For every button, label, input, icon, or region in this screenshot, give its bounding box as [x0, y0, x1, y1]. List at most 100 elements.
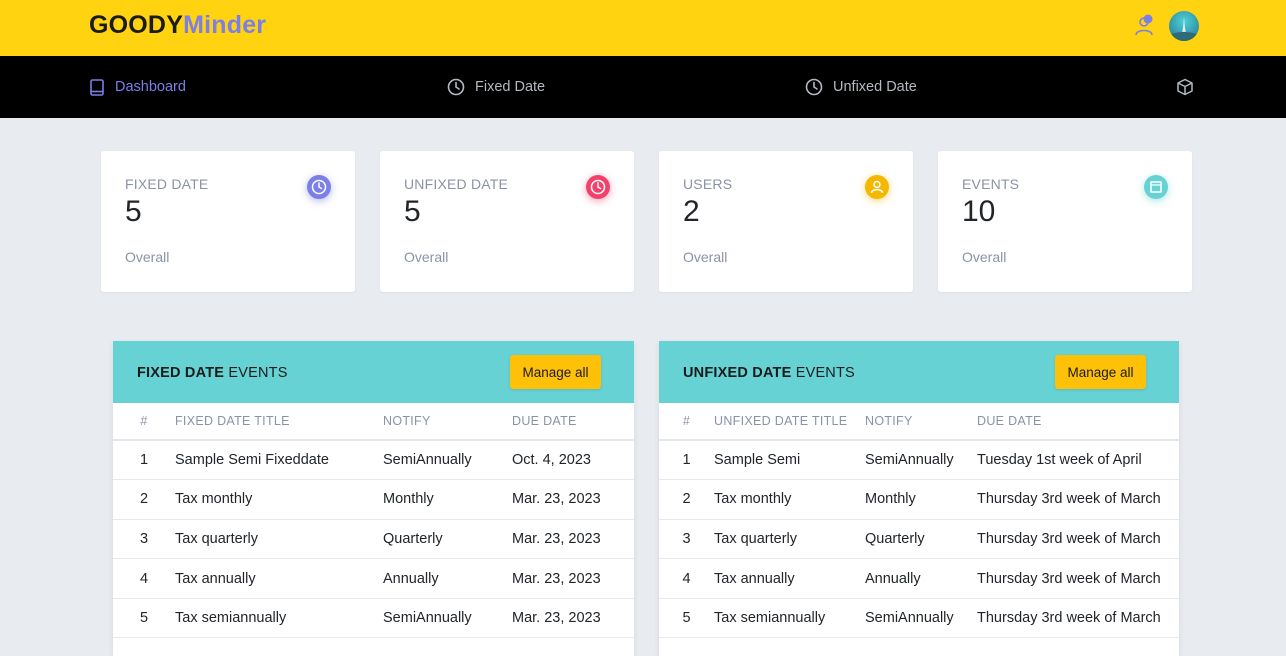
table-row[interactable]: 5 Tax semiannually SemiAnnually Mar. 23,… — [113, 598, 634, 639]
unfixed-events-table: # UNFIXED DATE TITLE NOTIFY DUE DATE 1 S… — [659, 403, 1179, 639]
event-title: Tax annually — [175, 558, 383, 599]
event-due-date: Thursday 3rd week of March — [977, 598, 1179, 639]
column-header: NOTIFY — [865, 403, 977, 441]
nav-unfixed-date-label: Unfixed Date — [833, 79, 917, 95]
panel-title-rest: EVENTS — [224, 365, 288, 381]
event-due-date: Thursday 3rd week of March — [977, 479, 1179, 520]
column-header: UNFIXED DATE TITLE — [714, 403, 865, 441]
column-header: DUE DATE — [977, 403, 1179, 441]
event-title: Tax quarterly — [714, 519, 865, 560]
stat-value: 5 — [404, 195, 421, 228]
event-title: Tax annually — [714, 558, 865, 599]
nav-cube[interactable] — [1176, 78, 1194, 96]
manage-all-button[interactable]: Manage all — [510, 355, 601, 389]
event-title: Sample Semi — [714, 440, 865, 481]
column-header: # — [113, 403, 175, 441]
fixed-date-events-panel: FIXED DATE EVENTS Manage all # FIXED DAT… — [113, 341, 634, 656]
event-notify: Monthly — [865, 479, 977, 520]
event-notify: Annually — [383, 558, 512, 599]
event-due-date: Mar. 23, 2023 — [512, 479, 634, 520]
event-due-date: Thursday 3rd week of March — [977, 519, 1179, 560]
column-header: DUE DATE — [512, 403, 634, 441]
main-nav: Dashboard Fixed Date Unfixed Date — [0, 56, 1286, 118]
event-notify: Quarterly — [865, 519, 977, 560]
row-number: 3 — [113, 519, 175, 560]
stat-value: 5 — [125, 195, 142, 228]
unfixed-date-events-panel: UNFIXED DATE EVENTS Manage all # UNFIXED… — [659, 341, 1179, 656]
stat-card-events: EVENTS 10 Overall — [938, 151, 1192, 292]
row-number: 5 — [659, 598, 714, 639]
panel-title-rest: EVENTS — [791, 365, 855, 381]
event-title: Tax monthly — [714, 479, 865, 520]
panel-title-bold: UNFIXED DATE — [683, 365, 792, 381]
event-notify: SemiAnnually — [865, 440, 977, 481]
row-number: 5 — [113, 598, 175, 639]
top-bar: GOODYMinder — [0, 0, 1286, 56]
event-due-date: Oct. 4, 2023 — [512, 440, 634, 481]
event-due-date: Mar. 23, 2023 — [512, 598, 634, 639]
panel-header: UNFIXED DATE EVENTS Manage all — [659, 341, 1179, 403]
nav-unfixed-date[interactable]: Unfixed Date — [805, 78, 917, 96]
table-row[interactable]: 1 Sample Semi Fixeddate SemiAnnually Oct… — [113, 440, 634, 481]
row-number: 2 — [113, 479, 175, 520]
brand-part-1: GOODY — [89, 11, 184, 39]
stat-title: UNFIXED DATE — [404, 176, 509, 192]
calendar-icon — [1144, 175, 1168, 199]
clock-icon — [586, 175, 610, 199]
clock-icon — [307, 175, 331, 199]
panel-title-bold: FIXED DATE — [137, 365, 225, 381]
stat-foot: Overall — [962, 249, 1007, 265]
book-icon — [90, 78, 104, 96]
event-due-date: Mar. 23, 2023 — [512, 558, 634, 599]
table-row[interactable]: 2 Tax monthly Monthly Thursday 3rd week … — [659, 479, 1179, 520]
event-due-date: Tuesday 1st week of April — [977, 440, 1179, 481]
nav-fixed-date-label: Fixed Date — [475, 79, 546, 95]
event-title: Tax semiannually — [175, 598, 383, 639]
event-title: Tax monthly — [175, 479, 383, 520]
cube-icon — [1177, 78, 1193, 96]
column-header: NOTIFY — [383, 403, 512, 441]
table-header-row: # FIXED DATE TITLE NOTIFY DUE DATE — [113, 403, 634, 441]
avatar-image — [1169, 17, 1199, 41]
stat-foot: Overall — [125, 249, 170, 265]
event-notify: SemiAnnually — [865, 598, 977, 639]
row-number: 4 — [659, 558, 714, 599]
stat-title: USERS — [683, 176, 733, 192]
table-header-row: # UNFIXED DATE TITLE NOTIFY DUE DATE — [659, 403, 1179, 441]
stat-title: EVENTS — [962, 176, 1020, 192]
panel-title: UNFIXED DATE EVENTS — [683, 365, 855, 381]
stat-card-unfixed-date: UNFIXED DATE 5 Overall — [380, 151, 634, 292]
table-row[interactable]: 3 Tax quarterly Quarterly Thursday 3rd w… — [659, 519, 1179, 560]
row-number: 1 — [113, 440, 175, 481]
stat-card-fixed-date: FIXED DATE 5 Overall — [101, 151, 355, 292]
event-title: Sample Semi Fixeddate — [175, 440, 383, 481]
stat-foot: Overall — [404, 249, 449, 265]
clock-icon — [805, 78, 823, 96]
user-notification-icon[interactable] — [1133, 13, 1155, 37]
manage-all-button[interactable]: Manage all — [1055, 355, 1146, 389]
table-row[interactable]: 2 Tax monthly Monthly Mar. 23, 2023 — [113, 479, 634, 520]
event-notify: SemiAnnually — [383, 440, 512, 481]
event-notify: Quarterly — [383, 519, 512, 560]
event-title: Tax semiannually — [714, 598, 865, 639]
stat-value: 10 — [962, 195, 996, 228]
clock-icon — [447, 78, 465, 96]
stat-title: FIXED DATE — [125, 176, 209, 192]
table-row[interactable]: 5 Tax semiannually SemiAnnually Thursday… — [659, 598, 1179, 639]
fixed-events-table: # FIXED DATE TITLE NOTIFY DUE DATE 1 Sam… — [113, 403, 634, 639]
event-due-date: Mar. 23, 2023 — [512, 519, 634, 560]
nav-fixed-date[interactable]: Fixed Date — [447, 78, 545, 96]
row-number: 2 — [659, 479, 714, 520]
table-row[interactable]: 3 Tax quarterly Quarterly Mar. 23, 2023 — [113, 519, 634, 560]
stat-value: 2 — [683, 195, 700, 228]
brand-logo[interactable]: GOODYMinder — [89, 11, 266, 40]
table-row[interactable]: 4 Tax annually Annually Thursday 3rd wee… — [659, 558, 1179, 599]
column-header: FIXED DATE TITLE — [175, 403, 383, 441]
user-icon — [865, 175, 889, 199]
event-title: Tax quarterly — [175, 519, 383, 560]
table-row[interactable]: 4 Tax annually Annually Mar. 23, 2023 — [113, 558, 634, 599]
table-row[interactable]: 1 Sample Semi SemiAnnually Tuesday 1st w… — [659, 440, 1179, 481]
panel-header: FIXED DATE EVENTS Manage all — [113, 341, 634, 403]
avatar[interactable] — [1169, 11, 1199, 41]
nav-dashboard[interactable]: Dashboard — [89, 78, 186, 96]
